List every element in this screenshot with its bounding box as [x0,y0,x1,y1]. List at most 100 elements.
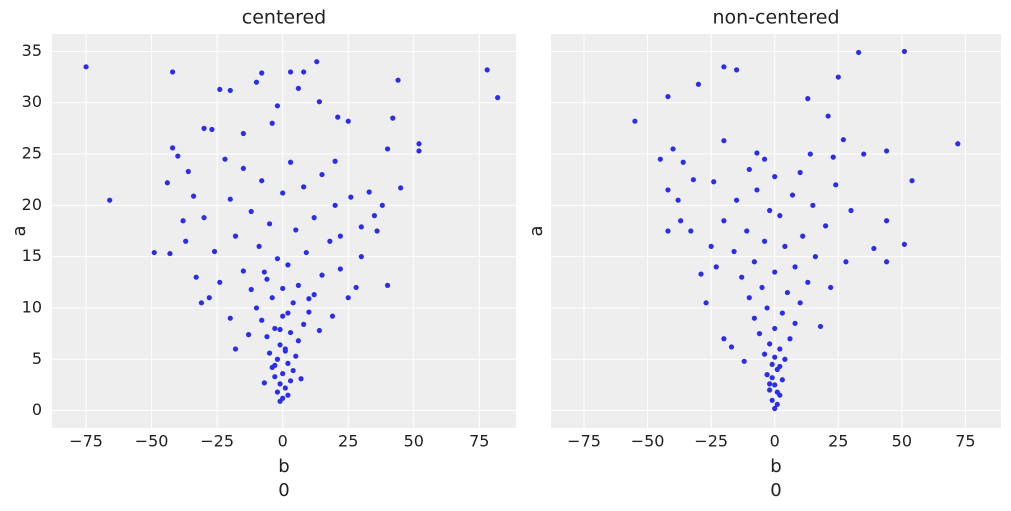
y-tick-label: 35 [22,41,42,60]
point [761,351,768,357]
point [769,361,775,367]
point [287,159,294,165]
x-tick-label: 50 [892,432,912,451]
point [316,99,322,105]
point [306,296,312,302]
point [240,165,246,172]
point [416,148,422,154]
point [306,309,312,315]
plot-background [52,34,516,428]
point [756,331,763,337]
point [772,174,778,180]
point [817,323,824,330]
point [282,348,288,354]
point [366,189,372,195]
point [759,284,765,291]
point [337,266,343,272]
x-tick-label: 75 [469,432,489,451]
point [264,334,270,340]
point [955,141,961,147]
point [274,389,281,395]
point [741,358,747,364]
point [209,126,215,133]
point [807,151,813,157]
point [227,87,233,94]
point [772,269,778,275]
point [266,221,273,227]
point [211,248,218,255]
point [708,243,714,249]
point [703,300,709,306]
point [774,401,780,408]
point [327,238,333,244]
point [316,327,322,334]
point [792,320,798,326]
point [232,233,239,239]
point [861,151,867,157]
point [848,207,854,214]
point [198,300,205,306]
point [779,377,785,383]
point [311,292,317,298]
point [779,310,785,316]
point [266,350,273,356]
point [290,300,296,306]
point [345,295,351,301]
point [797,169,803,176]
point [303,249,309,256]
point [280,285,286,292]
point [721,336,727,342]
point [733,197,740,203]
point [358,254,364,260]
point [678,218,684,224]
point [787,336,793,342]
point [272,362,278,369]
y-axis-label: a [9,225,30,236]
point [833,182,839,188]
point [395,77,401,83]
point [767,387,773,393]
point [282,385,288,391]
point [287,69,294,75]
point [731,248,737,255]
point [253,305,260,311]
point [301,321,307,327]
point [822,223,829,229]
point [764,305,770,311]
point [353,284,359,291]
point [830,154,836,160]
point [772,354,778,360]
point [675,197,681,203]
point [772,325,778,332]
point [797,300,803,306]
point [190,193,197,199]
point [825,113,831,119]
point [301,184,307,190]
point [751,259,757,265]
point [761,238,768,244]
point [274,256,281,262]
point [390,115,396,121]
x-tick-label: 50 [404,432,424,451]
point [416,141,422,147]
point [744,228,750,234]
point [314,59,320,65]
point [201,215,207,221]
point [329,313,336,319]
point [828,284,834,291]
point [295,85,302,91]
point [695,81,702,87]
x-tick-label: 0 [278,432,288,451]
point [274,356,281,362]
point [883,148,890,154]
point [782,243,788,249]
point [665,187,671,193]
point [777,346,783,352]
x-axis-label: 0 [770,480,781,501]
y-tick-label: 0 [32,400,42,419]
point [206,295,212,301]
point [901,48,907,55]
point [259,70,265,76]
point [812,254,819,260]
